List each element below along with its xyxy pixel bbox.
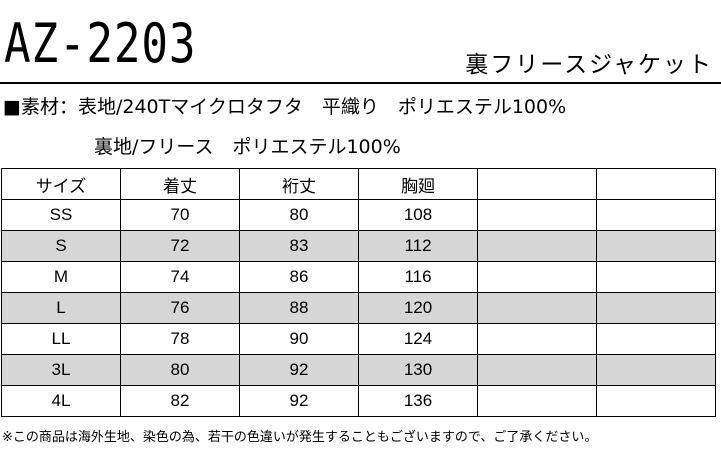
table-row: M 74 86 116: [1, 261, 716, 293]
table-row: S 72 83 112: [1, 230, 716, 262]
table-cell: [477, 199, 597, 231]
table-cell: 72: [120, 230, 240, 262]
header-cell: サイズ: [1, 168, 121, 200]
table-cell: 4L: [1, 385, 121, 417]
table-cell: S: [1, 230, 121, 262]
table-cell: [596, 385, 716, 417]
table-cell: 86: [239, 261, 359, 293]
table-cell: [596, 261, 716, 293]
header-cell: 裄丈: [239, 168, 359, 200]
table-cell: 88: [239, 292, 359, 324]
table-cell: 136: [358, 385, 478, 417]
size-table-header: サイズ 着丈 裄丈 胸廻: [1, 168, 716, 200]
table-row: 4L 82 92 136: [1, 385, 716, 417]
material-lining: 裏地/フリース ポリエステル100%: [94, 136, 401, 158]
table-cell: 83: [239, 230, 359, 262]
table-cell: [596, 199, 716, 231]
table-cell: LL: [1, 323, 121, 355]
material-outer: ■素材：表地/240Tマイクロタフタ 平織り ポリエステル100%: [3, 96, 567, 118]
table-cell: [596, 354, 716, 386]
table-cell: 116: [358, 261, 478, 293]
table-cell: [477, 261, 597, 293]
table-cell: 3L: [1, 354, 121, 386]
table-cell: M: [1, 261, 121, 293]
table-row: 3L 80 92 130: [1, 354, 716, 386]
footnote: ※この商品は海外生地、染色の為、若干の色違いが発生することもございますので、ご了…: [2, 430, 598, 445]
table-cell: [477, 323, 597, 355]
table-cell: 90: [239, 323, 359, 355]
table-cell: [477, 230, 597, 262]
model-code: AZ-2203: [4, 12, 197, 75]
table-cell: 130: [358, 354, 478, 386]
product-name: 裏フリースジャケット: [465, 52, 713, 78]
table-row: SS 70 80 108: [1, 199, 716, 231]
table-cell: 80: [120, 354, 240, 386]
table-cell: [477, 354, 597, 386]
table-cell: 70: [120, 199, 240, 231]
header-cell: 胸廻: [358, 168, 478, 200]
header-cell: [596, 168, 716, 200]
table-row: LL 78 90 124: [1, 323, 716, 355]
table-cell: L: [1, 292, 121, 324]
table-cell: [477, 292, 597, 324]
table-cell: SS: [1, 199, 121, 231]
table-cell: 108: [358, 199, 478, 231]
table-cell: 92: [239, 385, 359, 417]
size-table: サイズ 着丈 裄丈 胸廻 SS 70 80 108 S 72 83 112 M …: [1, 168, 716, 417]
table-cell: 112: [358, 230, 478, 262]
table-cell: 92: [239, 354, 359, 386]
table-cell: 124: [358, 323, 478, 355]
table-row: L 76 88 120: [1, 292, 716, 324]
table-cell: 80: [239, 199, 359, 231]
table-cell: 76: [120, 292, 240, 324]
table-cell: [596, 323, 716, 355]
table-cell: [477, 385, 597, 417]
header-cell: [477, 168, 597, 200]
table-cell: 78: [120, 323, 240, 355]
header-cell: 着丈: [120, 168, 240, 200]
header-divider: [0, 82, 721, 84]
table-cell: [596, 292, 716, 324]
table-cell: 120: [358, 292, 478, 324]
table-cell: 82: [120, 385, 240, 417]
table-cell: 74: [120, 261, 240, 293]
table-cell: [596, 230, 716, 262]
